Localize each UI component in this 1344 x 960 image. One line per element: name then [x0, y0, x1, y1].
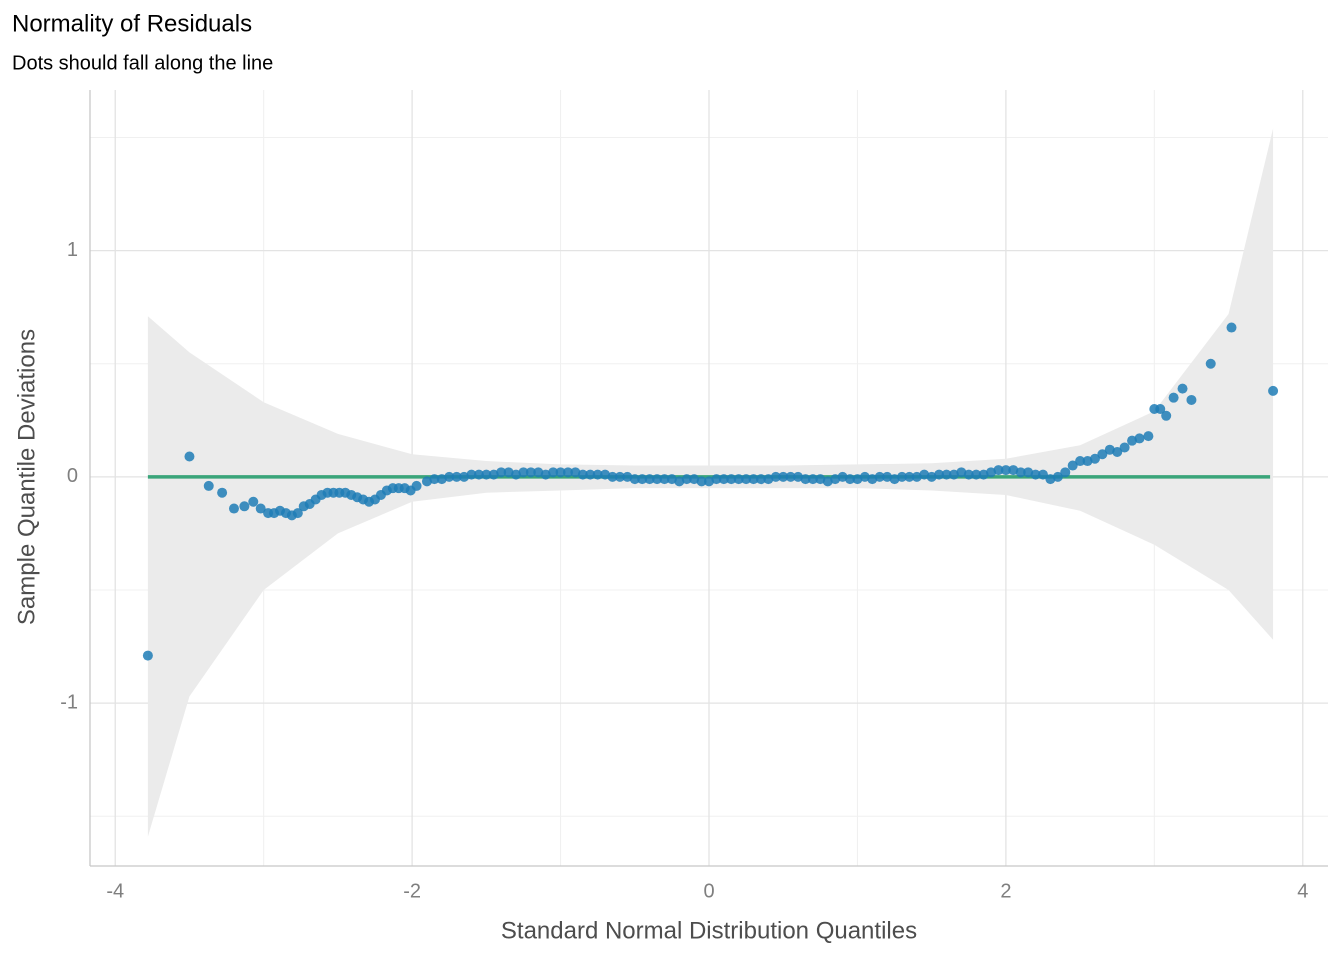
- point: [1226, 322, 1237, 333]
- point: [1268, 385, 1279, 396]
- x-tick-label: -4: [106, 880, 124, 902]
- point: [255, 503, 266, 514]
- x-tick-label: 0: [703, 880, 714, 902]
- point: [659, 474, 670, 485]
- point: [1089, 453, 1100, 464]
- point: [1000, 465, 1011, 476]
- point: [1168, 392, 1179, 403]
- x-tick-label: -2: [403, 880, 421, 902]
- point: [1112, 446, 1123, 457]
- point: [896, 471, 907, 482]
- point: [444, 471, 455, 482]
- point: [1161, 410, 1172, 421]
- point: [203, 480, 214, 491]
- point: [741, 474, 752, 485]
- point: [807, 474, 818, 485]
- point: [1143, 431, 1154, 442]
- point: [562, 467, 573, 478]
- chart-subtitle: Dots should fall along the line: [12, 52, 273, 74]
- point: [800, 474, 811, 485]
- point: [607, 471, 618, 482]
- point: [629, 474, 640, 485]
- point: [1205, 358, 1216, 369]
- point: [466, 469, 477, 480]
- y-tick-label: 0: [67, 465, 78, 487]
- point: [652, 474, 663, 485]
- point: [971, 469, 982, 480]
- y-tick-label: 1: [67, 239, 78, 261]
- point: [473, 469, 484, 480]
- point: [696, 476, 707, 487]
- point: [718, 474, 729, 485]
- point: [248, 496, 259, 507]
- chart-title: Normality of Residuals: [12, 10, 252, 37]
- point: [644, 474, 655, 485]
- point: [726, 474, 737, 485]
- point: [548, 467, 559, 478]
- point: [496, 467, 507, 478]
- y-tick-label: -1: [60, 691, 78, 713]
- point: [711, 474, 722, 485]
- point: [993, 465, 1004, 476]
- point: [217, 487, 228, 498]
- point: [1186, 394, 1197, 405]
- point: [1155, 403, 1166, 414]
- point: [785, 471, 796, 482]
- point: [770, 471, 781, 482]
- point: [411, 480, 422, 491]
- point: [755, 474, 766, 485]
- point: [142, 650, 153, 661]
- point: [585, 469, 596, 480]
- point: [748, 474, 759, 485]
- point: [292, 508, 303, 519]
- point: [1075, 456, 1086, 467]
- point: [184, 451, 195, 462]
- point: [451, 471, 462, 482]
- point: [429, 474, 440, 485]
- y-axis-label: Sample Quantile Deviations: [13, 329, 40, 625]
- point: [904, 471, 915, 482]
- point: [1030, 469, 1041, 480]
- point: [1134, 433, 1145, 444]
- point: [555, 467, 566, 478]
- point: [733, 474, 744, 485]
- point: [481, 469, 492, 480]
- point: [228, 503, 239, 514]
- point: [681, 474, 692, 485]
- point: [239, 501, 250, 512]
- point: [874, 471, 885, 482]
- point: [1067, 460, 1078, 471]
- point: [1037, 469, 1048, 480]
- point: [525, 467, 536, 478]
- point: [1177, 383, 1188, 394]
- point: [778, 471, 789, 482]
- point: [577, 469, 588, 480]
- point: [614, 471, 625, 482]
- x-tick-label: 2: [1000, 880, 1011, 902]
- point: [1119, 442, 1130, 453]
- point: [1015, 467, 1026, 478]
- point: [518, 467, 529, 478]
- point: [845, 474, 856, 485]
- point: [1060, 467, 1071, 478]
- x-tick-label: 4: [1297, 880, 1308, 902]
- x-axis-label: Standard Normal Distribution Quantiles: [501, 917, 917, 944]
- point: [637, 474, 648, 485]
- point: [592, 469, 603, 480]
- point: [941, 469, 952, 480]
- point: [1097, 449, 1108, 460]
- point: [934, 469, 945, 480]
- point: [1052, 471, 1063, 482]
- point: [963, 469, 974, 480]
